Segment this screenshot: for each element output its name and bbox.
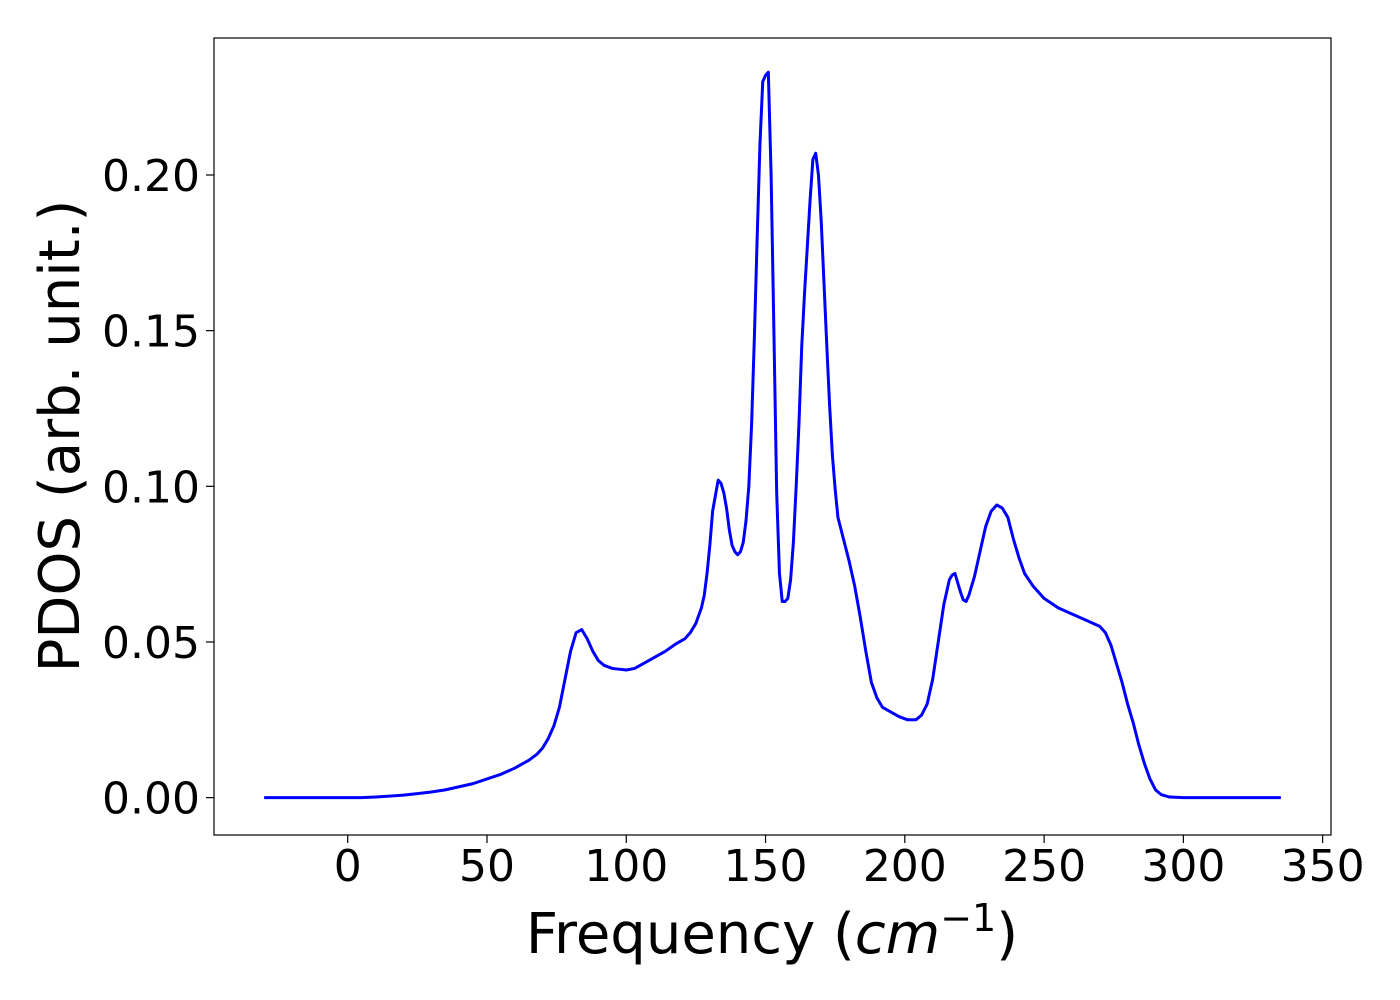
y-tick-label: 0.10: [102, 462, 200, 513]
x-tick-label: 250: [1002, 841, 1086, 892]
x-tick-label: 100: [584, 841, 668, 892]
data-layer: [264, 70, 1281, 800]
x-axis: 0 50 100 150 200 250 300 350: [334, 835, 1365, 892]
plot-area: [213, 37, 1332, 836]
x-tick-label: 150: [724, 841, 808, 892]
x-axis-label-close: ): [996, 902, 1018, 967]
pdos-series-line: [264, 70, 1281, 800]
x-axis-label: Frequency (cm−1): [526, 896, 1018, 967]
x-axis-label-unit: cm: [855, 902, 940, 967]
y-tick-label: 0.00: [102, 774, 200, 825]
y-tick-label: 0.15: [102, 307, 200, 358]
x-tick-label: 200: [863, 841, 947, 892]
x-tick-label: 50: [459, 841, 515, 892]
y-tick-label: 0.20: [102, 151, 200, 202]
y-axis: 0.00 0.05 0.10 0.15 0.20: [102, 151, 214, 825]
y-tick-label: 0.05: [102, 618, 200, 669]
x-axis-label-exponent: −1: [940, 896, 996, 940]
plot-frame: [213, 37, 1332, 836]
x-tick-label: 350: [1281, 841, 1365, 892]
x-tick-label: 300: [1141, 841, 1225, 892]
x-tick-label: 0: [334, 841, 362, 892]
x-axis-label-main: Frequency (: [526, 902, 855, 967]
y-axis-label: PDOS (arb. unit.): [28, 200, 93, 673]
